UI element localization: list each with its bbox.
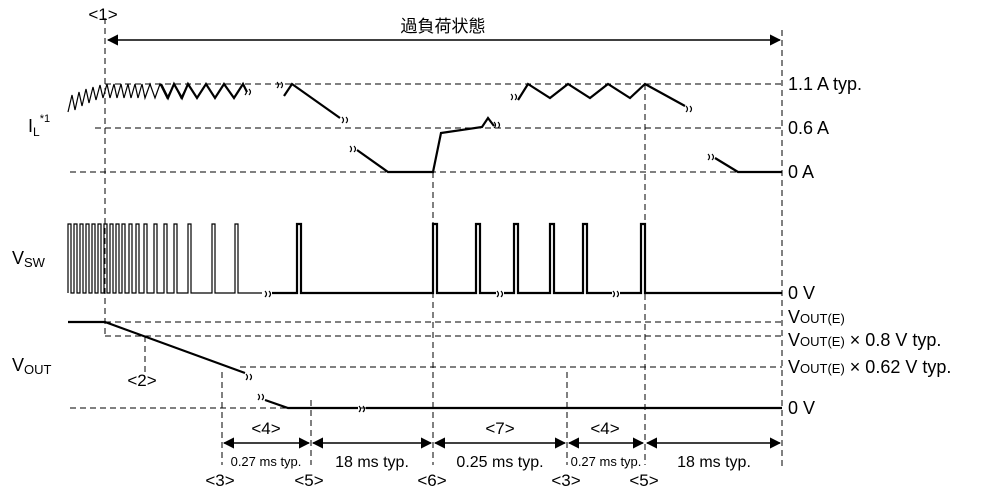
vout-zero-label: 0 V — [788, 398, 815, 418]
overload-title: 過負荷状態 — [401, 17, 486, 36]
il-mid-label: 0.6 A — [788, 118, 829, 138]
duration-7: 0.25 ms typ. — [456, 454, 543, 471]
marker-5b: <5> — [629, 471, 658, 490]
marker-labels: <1> <2> <4> <7> <4> <3> <5> <6> <3> <5> — [88, 5, 658, 490]
marker-7: <7> — [485, 419, 514, 438]
overload-span: 過負荷状態 — [106, 17, 782, 46]
level-labels: 1.1 A typ. 0.6 A 0 A 0 V VOUT(E) VOUT(E)… — [788, 74, 951, 418]
marker-4b: <4> — [590, 419, 619, 438]
marker-1: <1> — [88, 5, 117, 24]
duration-4b: 0.27 ms typ. — [571, 454, 642, 469]
il-waveform — [67, 81, 782, 174]
vout-e-label: VOUT(E) — [788, 307, 845, 327]
vout-waveform — [68, 320, 782, 413]
duration-5b: 18 ms typ. — [677, 454, 751, 471]
vout-label: VOUT — [12, 355, 52, 377]
vsw-waveform — [67, 222, 782, 298]
il-label: IL*1 — [28, 113, 50, 139]
vsw-label: VSW — [12, 248, 46, 270]
vout-08-label: VOUT(E) × 0.8 V typ. — [788, 330, 941, 350]
vsw-zero-label: 0 V — [788, 283, 815, 303]
marker-4a: <4> — [251, 419, 280, 438]
marker-5a: <5> — [294, 471, 323, 490]
marker-3b: <3> — [551, 471, 580, 490]
marker-2: <2> — [127, 371, 156, 390]
vout-062-label: VOUT(E) × 0.62 V typ. — [788, 357, 951, 377]
duration-4a: 0.27 ms typ. — [231, 454, 302, 469]
marker-3a: <3> — [205, 471, 234, 490]
il-zero-label: 0 A — [788, 162, 814, 182]
duration-labels: 0.27 ms typ. 18 ms typ. 0.25 ms typ. 0.2… — [231, 454, 751, 471]
il-high-label: 1.1 A typ. — [788, 74, 862, 94]
duration-5a: 18 ms typ. — [335, 454, 409, 471]
signal-labels: IL*1 VSW VOUT — [12, 113, 52, 377]
marker-6: <6> — [417, 471, 446, 490]
